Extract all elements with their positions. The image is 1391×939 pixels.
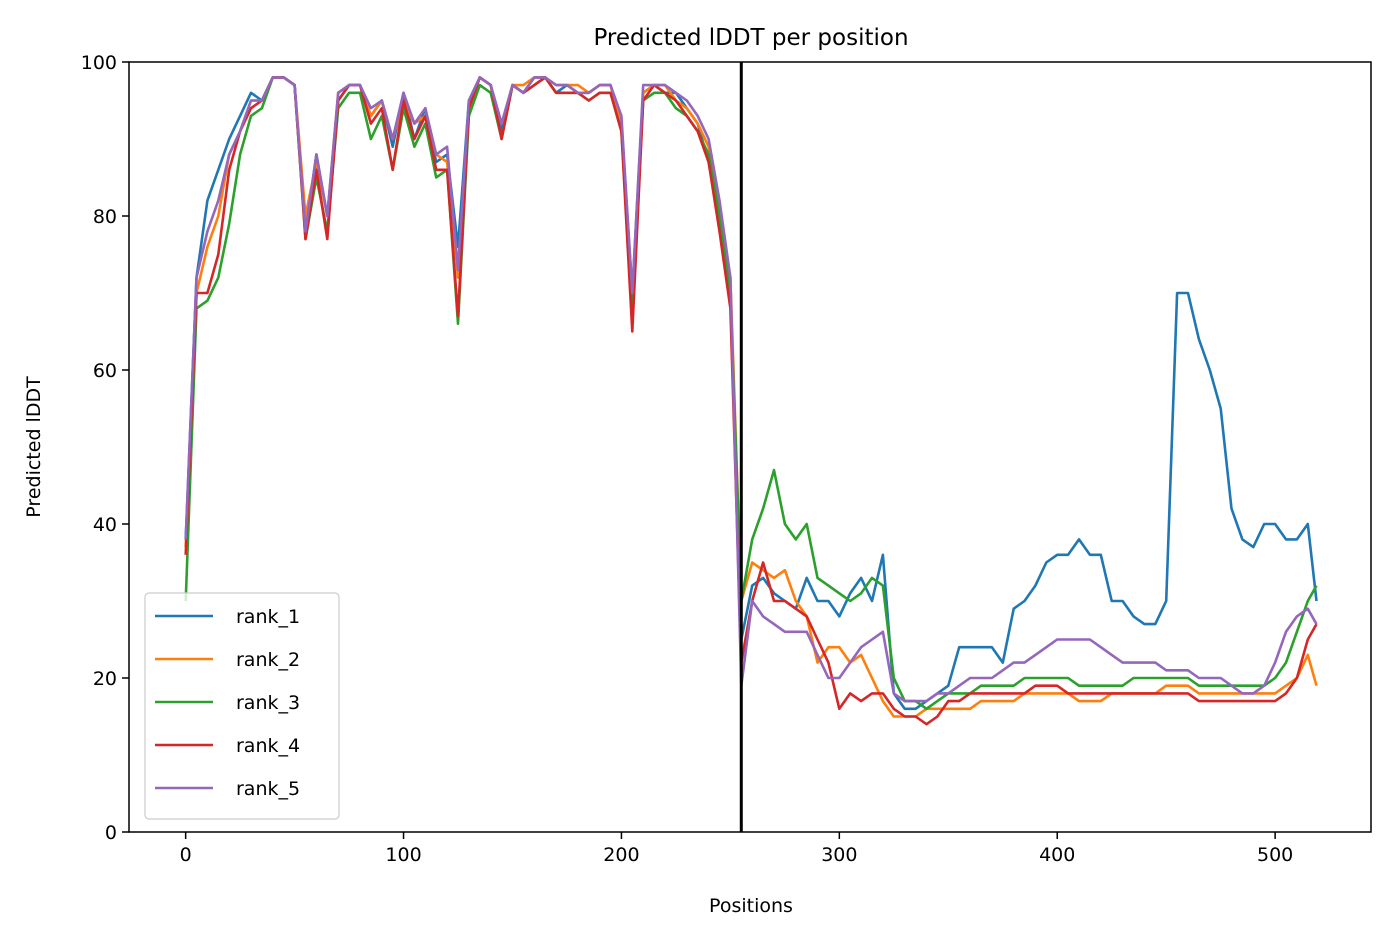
y-axis-label: Predicted lDDT (23, 376, 45, 518)
series-line-rank_3 (184, 76, 1318, 711)
x-tick-label: 300 (821, 844, 857, 866)
x-tick-label: 500 (1257, 844, 1293, 866)
legend-box (144, 592, 340, 820)
y-tick-label: 60 (93, 360, 117, 382)
y-tick-label: 100 (81, 52, 117, 74)
chart-title: Predicted lDDT per position (593, 25, 908, 51)
x-tick-label: 200 (603, 844, 639, 866)
legend-label-rank_4: rank_4 (236, 735, 300, 757)
series-line-rank_4 (184, 76, 1318, 726)
series-line-rank_5 (184, 76, 1318, 703)
y-tick-label: 20 (93, 668, 117, 690)
y-tick-label: 0 (105, 822, 117, 844)
x-tick-label: 100 (385, 844, 421, 866)
x-axis: 0 100 200 300 400 500 (180, 832, 1293, 866)
y-tick-label: 40 (93, 514, 117, 536)
legend-label-rank_1: rank_1 (236, 606, 300, 628)
series-line-rank_2 (184, 76, 1318, 718)
y-axis: 0 20 40 60 80 100 (81, 52, 129, 844)
legend-label-rank_3: rank_3 (236, 692, 300, 714)
legend-label-rank_5: rank_5 (236, 778, 300, 800)
y-tick-label: 80 (93, 206, 117, 228)
series-group (184, 76, 1318, 726)
x-axis-label: Positions (709, 895, 793, 917)
legend: rank_1 rank_2 rank_3 rank_4 rank_5 (144, 592, 340, 820)
x-tick-label: 0 (180, 844, 192, 866)
x-tick-label: 400 (1039, 844, 1075, 866)
plot-area-frame (128, 61, 1372, 833)
legend-label-rank_2: rank_2 (236, 649, 300, 671)
